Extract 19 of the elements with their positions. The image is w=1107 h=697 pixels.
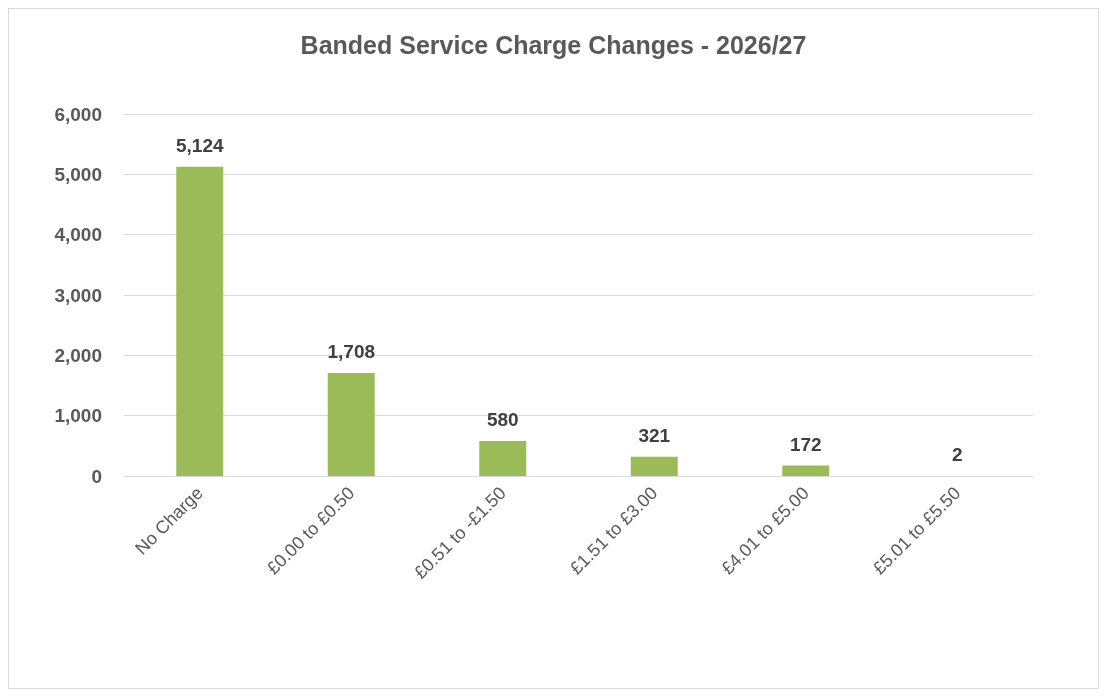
bar [327,372,375,476]
y-tick-label: 3,000 [54,284,102,306]
y-tick-label: 5,000 [54,163,102,185]
data-label: 321 [638,424,671,446]
data-label: 2 [951,443,963,465]
y-tick-label: 1,000 [54,405,102,427]
bar [782,465,830,476]
y-tick-label: 2,000 [54,344,102,366]
bar [479,441,527,476]
y-tick-label: 4,000 [54,224,102,246]
data-label: 172 [789,433,822,455]
bar [630,456,678,476]
bar [176,166,224,476]
y-tick-label: 6,000 [54,103,102,125]
chart-title: Banded Service Charge Changes - 2026/27 [300,30,807,59]
data-label: 5,124 [175,134,224,156]
y-tick-label: 0 [91,465,102,487]
data-label: 1,708 [327,340,376,362]
data-label: 580 [486,409,519,431]
